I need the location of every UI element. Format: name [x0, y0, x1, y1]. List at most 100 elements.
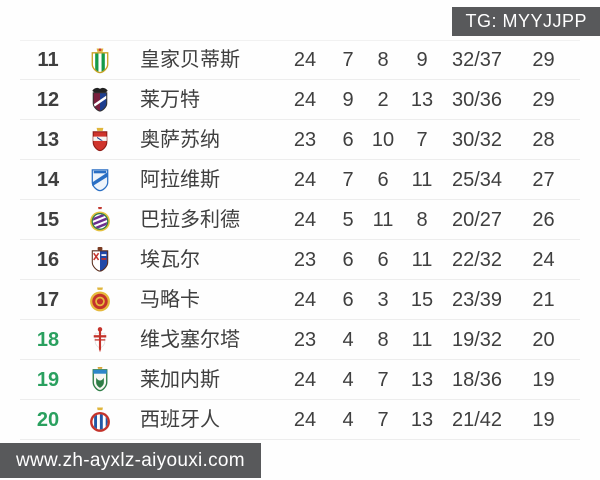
goals-for-against-value: 20/27 [451, 208, 503, 231]
table-row[interactable]: 17 马略卡 24 6 3 15 23/39 21 [20, 280, 580, 320]
wins-value: 7 [342, 49, 354, 71]
draws-value: 8 [377, 328, 389, 351]
table-row[interactable]: 15 巴拉多利德 24 5 11 8 20/27 26 [20, 200, 580, 240]
draws-value: 2 [377, 88, 389, 111]
mallorca-crest [76, 286, 124, 313]
matches-played-value: 24 [293, 368, 317, 391]
table-row[interactable]: 20 西班牙人 24 4 7 13 21/42 19 [20, 400, 580, 440]
points-value: 26 [532, 208, 555, 231]
goals-for-against-value: 23/39 [451, 288, 503, 311]
losses-value: 11 [411, 248, 433, 271]
points-value: 29 [532, 88, 555, 111]
leganes-crest [76, 366, 124, 393]
wins-value: 6 [342, 128, 354, 151]
goals-for-against-value: 25/34 [451, 168, 503, 191]
team-name: 巴拉多利德 [140, 208, 240, 231]
rank-number: 14 [36, 168, 60, 191]
table-row[interactable]: 11 皇家贝蒂斯 24 7 8 9 32/37 29 [20, 40, 580, 80]
points-value: 19 [532, 408, 555, 431]
losses-value: 8 [416, 208, 428, 231]
matches-played-value: 24 [293, 49, 317, 71]
table-row[interactable]: 12 莱万特 24 9 2 13 30/36 29 [20, 80, 580, 120]
goals-for-against-value: 22/32 [451, 248, 503, 271]
points-value: 28 [532, 128, 555, 151]
table-row[interactable]: 13 奥萨苏纳 23 6 10 7 30/32 28 [20, 120, 580, 160]
draws-value: 6 [377, 248, 389, 271]
matches-played-value: 23 [293, 128, 317, 151]
team-name: 奥萨苏纳 [140, 128, 220, 151]
points-value: 21 [532, 288, 555, 311]
rank-number: 11 [37, 49, 59, 71]
table-row[interactable]: 18 维戈塞尔塔 23 4 8 11 19/32 20 [20, 320, 580, 360]
losses-value: 15 [410, 288, 434, 311]
wins-value: 4 [342, 408, 354, 431]
goals-for-against-value: 30/36 [451, 88, 503, 111]
wins-value: 6 [342, 248, 354, 271]
draws-value: 3 [377, 288, 389, 311]
draws-value: 7 [377, 408, 389, 431]
points-value: 20 [532, 328, 555, 351]
losses-value: 9 [416, 49, 428, 71]
goals-for-against-value: 30/32 [451, 128, 503, 151]
site-watermark: www.zh-ayxlz-aiyouxi.com [0, 443, 261, 478]
matches-played-value: 24 [293, 288, 317, 311]
wins-value: 4 [342, 368, 354, 391]
points-value: 19 [532, 368, 555, 391]
valladolid-crest [76, 206, 124, 233]
team-name: 莱加内斯 [140, 368, 220, 391]
goals-for-against-value: 32/37 [451, 49, 503, 71]
rank-number: 13 [36, 128, 60, 151]
team-name: 皇家贝蒂斯 [140, 49, 240, 71]
rank-number: 18 [36, 328, 60, 351]
draws-value: 7 [377, 368, 389, 391]
rank-number: 17 [36, 288, 60, 311]
wins-value: 9 [342, 88, 354, 111]
points-value: 29 [532, 49, 555, 71]
levante-crest [76, 86, 124, 113]
losses-value: 13 [410, 408, 434, 431]
table-row[interactable]: 14 阿拉维斯 24 7 6 11 25/34 27 [20, 160, 580, 200]
matches-played-value: 23 [293, 248, 317, 271]
losses-value: 11 [411, 328, 433, 351]
team-name: 埃瓦尔 [140, 248, 200, 271]
rank-number: 19 [36, 368, 60, 391]
losses-value: 11 [411, 168, 433, 191]
team-name: 阿拉维斯 [140, 168, 220, 191]
draws-value: 10 [371, 128, 395, 151]
rank-number: 16 [36, 248, 60, 271]
wins-value: 5 [342, 208, 354, 231]
rank-number: 20 [36, 408, 60, 431]
table-row[interactable]: 16 埃瓦尔 23 6 6 11 22/32 24 [20, 240, 580, 280]
matches-played-value: 24 [293, 168, 317, 191]
points-value: 24 [532, 248, 555, 271]
draws-value: 6 [377, 168, 389, 191]
wins-value: 4 [342, 328, 354, 351]
matches-played-value: 24 [293, 208, 317, 231]
eibar-crest [76, 246, 124, 273]
team-name: 莱万特 [140, 88, 200, 111]
table-row[interactable]: 19 莱加内斯 24 4 7 13 18/36 19 [20, 360, 580, 400]
team-name: 马略卡 [140, 288, 200, 311]
rank-number: 12 [36, 88, 60, 111]
matches-played-value: 24 [293, 88, 317, 111]
matches-played-value: 23 [293, 328, 317, 351]
draws-value: 8 [377, 49, 389, 71]
goals-for-against-value: 19/32 [451, 328, 503, 351]
telegram-watermark: TG: MYYJJPP [452, 7, 600, 36]
losses-value: 7 [416, 128, 428, 151]
rank-number: 15 [36, 208, 60, 231]
losses-value: 13 [410, 88, 434, 111]
matches-played-value: 24 [293, 408, 317, 431]
espanyol-crest [76, 406, 124, 433]
goals-for-against-value: 21/42 [451, 408, 503, 431]
real-betis-crest [76, 47, 124, 74]
team-name: 维戈塞尔塔 [140, 328, 240, 351]
alaves-crest [76, 166, 124, 193]
draws-value: 11 [372, 208, 394, 231]
wins-value: 6 [342, 288, 354, 311]
losses-value: 13 [410, 368, 434, 391]
osasuna-crest [76, 126, 124, 153]
standings-table: 11 皇家贝蒂斯 24 7 8 9 32/37 29 12 莱万特 24 9 2… [20, 40, 580, 440]
celta-vigo-crest [76, 326, 124, 353]
goals-for-against-value: 18/36 [451, 368, 503, 391]
